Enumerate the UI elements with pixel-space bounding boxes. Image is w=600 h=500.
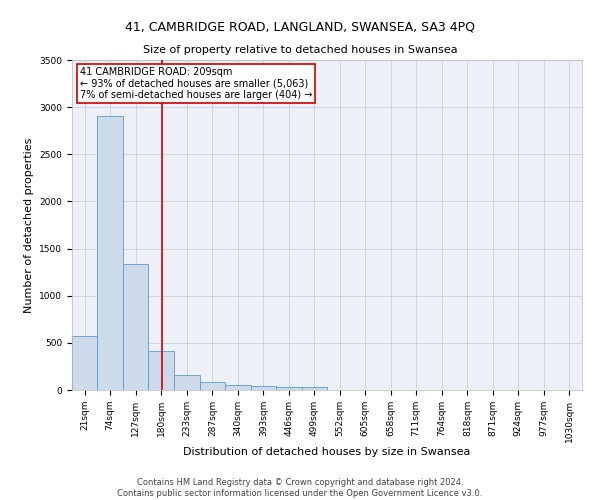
Bar xyxy=(276,386,302,390)
Y-axis label: Number of detached properties: Number of detached properties xyxy=(24,138,34,312)
Bar xyxy=(251,386,276,390)
Bar xyxy=(148,351,174,390)
Text: Contains HM Land Registry data © Crown copyright and database right 2024.
Contai: Contains HM Land Registry data © Crown c… xyxy=(118,478,482,498)
Text: 41, CAMBRIDGE ROAD, LANGLAND, SWANSEA, SA3 4PQ: 41, CAMBRIDGE ROAD, LANGLAND, SWANSEA, S… xyxy=(125,20,475,33)
Bar xyxy=(123,264,148,390)
Text: Size of property relative to detached houses in Swansea: Size of property relative to detached ho… xyxy=(143,45,457,55)
Bar xyxy=(97,116,123,390)
Bar xyxy=(174,376,200,390)
Bar xyxy=(225,385,251,390)
X-axis label: Distribution of detached houses by size in Swansea: Distribution of detached houses by size … xyxy=(184,448,470,458)
Bar xyxy=(302,387,327,390)
Bar xyxy=(72,336,97,390)
Text: 41 CAMBRIDGE ROAD: 209sqm
← 93% of detached houses are smaller (5,063)
7% of sem: 41 CAMBRIDGE ROAD: 209sqm ← 93% of detac… xyxy=(80,66,312,100)
Bar xyxy=(200,382,225,390)
